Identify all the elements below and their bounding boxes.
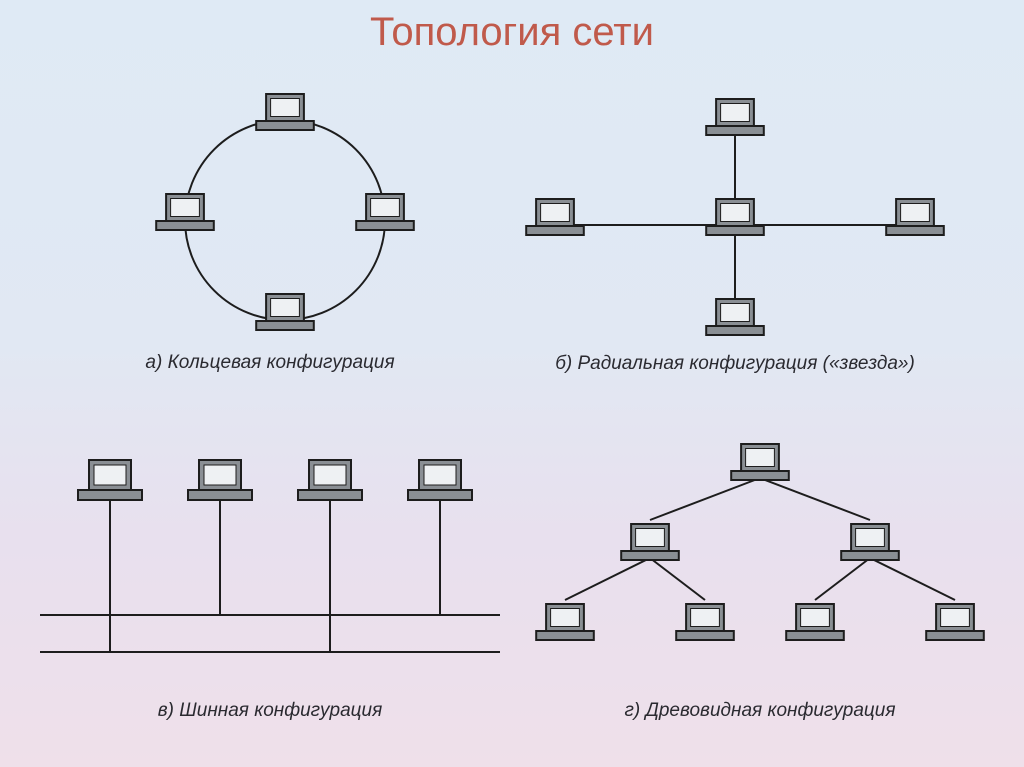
caption-star-prefix: б) <box>555 353 572 374</box>
page-title: Топология сети <box>0 10 1024 55</box>
caption-ring: а) Кольцевая конфигурация <box>60 352 480 374</box>
caption-star: б) Радиальная конфигурация («звезда») <box>500 352 970 377</box>
caption-bus-text: Шинная конфигурация <box>179 700 382 721</box>
panel-tree <box>510 430 1010 680</box>
caption-tree-prefix: г) <box>624 700 640 721</box>
caption-star-text: Радиальная конфигурация («звезда») <box>578 353 915 374</box>
panel-star <box>500 85 970 345</box>
caption-bus: в) Шинная конфигурация <box>30 700 510 722</box>
caption-bus-prefix: в) <box>158 700 174 721</box>
caption-tree: г) Древовидная конфигурация <box>510 700 1010 722</box>
panel-bus <box>30 430 510 680</box>
caption-ring-prefix: а) <box>145 352 162 373</box>
caption-tree-text: Древовидная конфигурация <box>645 700 895 721</box>
panel-ring <box>60 85 480 345</box>
caption-ring-text: Кольцевая конфигурация <box>168 352 395 373</box>
